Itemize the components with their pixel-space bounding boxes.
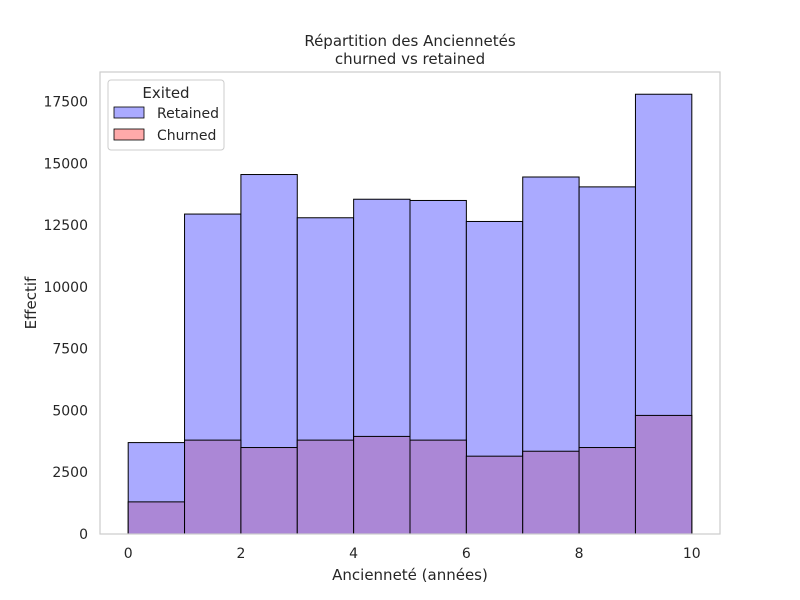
- bar-churned: [522, 450, 580, 535]
- bar-churned: [240, 447, 298, 535]
- bar-churned: [578, 447, 636, 535]
- x-axis-ticks: 0 2 4 6 8 10: [124, 546, 701, 562]
- x-axis-label: Ancienneté (années): [332, 566, 488, 584]
- y-tick-label: 15000: [43, 156, 88, 172]
- y-tick-label: 0: [79, 527, 88, 543]
- y-tick-label: 5000: [52, 403, 88, 419]
- legend: Exited Retained Churned: [107, 79, 225, 151]
- chart-title: Répartition des Anciennetés: [304, 32, 516, 50]
- churned-bars: [127, 414, 693, 535]
- y-tick-label: 2500: [52, 465, 88, 481]
- x-tick-label: 8: [575, 546, 584, 562]
- y-tick-label: 12500: [43, 218, 88, 234]
- legend-swatch-retained: [113, 106, 145, 119]
- x-tick-label: 6: [462, 546, 471, 562]
- bar-churned: [465, 455, 524, 535]
- y-axis-label: Effectif: [22, 276, 40, 329]
- bar-churned: [127, 501, 186, 535]
- plot-frame: [99, 71, 721, 535]
- x-tick-label: 10: [683, 546, 701, 562]
- bar-churned: [409, 439, 467, 535]
- y-tick-label: 17500: [43, 95, 88, 111]
- x-tick-label: 2: [236, 546, 245, 562]
- legend-title: Exited: [142, 84, 189, 102]
- x-tick-label: 4: [349, 546, 358, 562]
- x-tick-label: 0: [124, 546, 133, 562]
- legend-label-retained: Retained: [157, 106, 219, 122]
- bar-churned: [184, 439, 242, 535]
- bar-churned: [353, 435, 411, 535]
- bar-churned: [296, 439, 355, 535]
- legend-label-churned: Churned: [157, 128, 216, 144]
- y-axis-ticks: 0 2500 5000 7500 10000 12500 15000 17500: [43, 95, 88, 543]
- bar-churned: [634, 414, 693, 535]
- chart-subtitle: churned vs retained: [335, 50, 485, 68]
- y-tick-label: 7500: [52, 342, 88, 358]
- legend-swatch-churned: [113, 128, 145, 141]
- y-tick-label: 10000: [43, 280, 88, 296]
